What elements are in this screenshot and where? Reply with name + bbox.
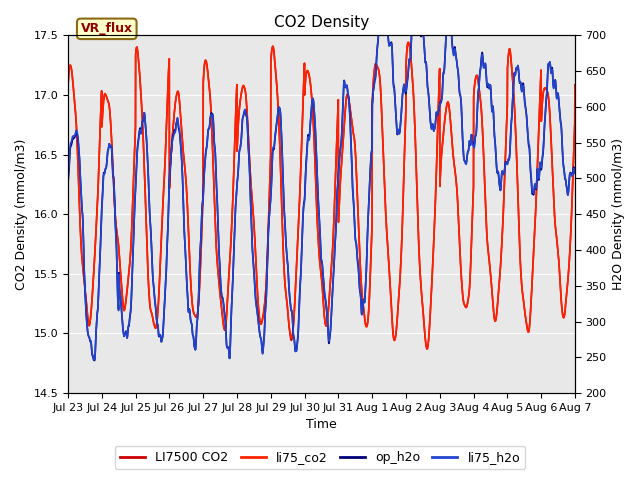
LI7500 CO2 bbox=[507, 53, 515, 59]
li75_h2o bbox=[281, 214, 289, 219]
op_h2o bbox=[259, 350, 266, 356]
LI7500 CO2 bbox=[404, 40, 412, 46]
li75_co2 bbox=[259, 318, 266, 324]
op_h2o bbox=[122, 328, 130, 334]
LI7500 CO2 bbox=[423, 346, 431, 352]
Legend: LI7500 CO2, li75_co2, op_h2o, li75_h2o: LI7500 CO2, li75_co2, op_h2o, li75_h2o bbox=[115, 446, 525, 469]
li75_co2 bbox=[571, 83, 579, 88]
Line: li75_co2: li75_co2 bbox=[68, 42, 575, 348]
Title: CO2 Density: CO2 Density bbox=[274, 15, 369, 30]
li75_co2 bbox=[507, 52, 515, 58]
li75_co2 bbox=[152, 324, 160, 330]
op_h2o bbox=[507, 130, 515, 135]
LI7500 CO2 bbox=[152, 325, 160, 331]
op_h2o bbox=[375, 29, 383, 35]
op_h2o bbox=[152, 311, 160, 317]
Line: LI7500 CO2: LI7500 CO2 bbox=[68, 43, 575, 349]
op_h2o bbox=[64, 180, 72, 186]
li75_co2 bbox=[122, 299, 130, 305]
Y-axis label: H2O Density (mmol/m3): H2O Density (mmol/m3) bbox=[612, 138, 625, 290]
LI7500 CO2 bbox=[280, 272, 288, 277]
li75_co2 bbox=[561, 305, 569, 311]
li75_h2o bbox=[375, 29, 383, 35]
li75_co2 bbox=[64, 83, 72, 88]
li75_h2o bbox=[122, 329, 130, 335]
LI7500 CO2 bbox=[259, 316, 266, 322]
li75_h2o bbox=[152, 310, 160, 316]
LI7500 CO2 bbox=[571, 82, 579, 87]
li75_co2 bbox=[404, 39, 412, 45]
Y-axis label: CO2 Density (mmol/m3): CO2 Density (mmol/m3) bbox=[15, 139, 28, 290]
li75_co2 bbox=[280, 272, 288, 278]
li75_h2o bbox=[571, 170, 579, 176]
LI7500 CO2 bbox=[561, 305, 569, 311]
Line: li75_h2o: li75_h2o bbox=[68, 32, 575, 360]
op_h2o bbox=[281, 214, 289, 219]
LI7500 CO2 bbox=[64, 83, 72, 88]
li75_h2o bbox=[561, 176, 569, 181]
Line: op_h2o: op_h2o bbox=[68, 32, 575, 360]
LI7500 CO2 bbox=[122, 298, 130, 304]
X-axis label: Time: Time bbox=[306, 419, 337, 432]
Text: VR_flux: VR_flux bbox=[81, 23, 133, 36]
op_h2o bbox=[90, 358, 98, 363]
li75_h2o bbox=[507, 131, 515, 136]
li75_h2o bbox=[259, 351, 266, 357]
op_h2o bbox=[571, 169, 579, 175]
op_h2o bbox=[561, 176, 569, 182]
li75_co2 bbox=[423, 345, 431, 351]
li75_h2o bbox=[64, 178, 72, 183]
li75_h2o bbox=[91, 357, 99, 363]
